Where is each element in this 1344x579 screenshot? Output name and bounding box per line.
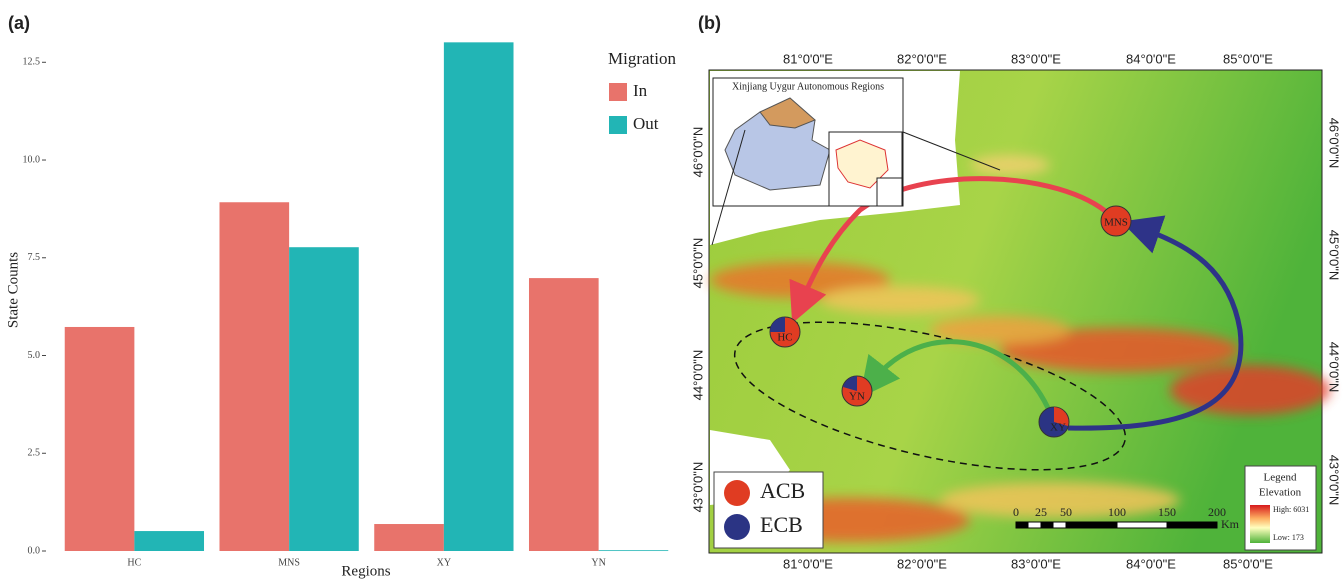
scale-label: 25 xyxy=(1035,505,1047,519)
legend-label: Out xyxy=(633,114,659,133)
lat-label: 43°0'0"N xyxy=(690,462,705,513)
site-HC: HC xyxy=(770,317,800,347)
legend-label: ECB xyxy=(760,512,803,537)
lon-label: 81°0'0"E xyxy=(783,51,833,66)
x-tick-label: YN xyxy=(591,557,605,568)
china-inset-sea xyxy=(877,178,902,206)
scale-label: 150 xyxy=(1158,505,1176,519)
scale-label: 50 xyxy=(1060,505,1072,519)
elevation-low: Low: 173 xyxy=(1273,533,1304,542)
lat-label: 46°0'0"N xyxy=(690,127,705,178)
y-axis-title: State Counts xyxy=(5,252,21,328)
site-MNS: MNS xyxy=(1101,206,1131,236)
legend-swatch xyxy=(609,116,627,134)
legend-label: ACB xyxy=(760,478,805,503)
lat-label: 44°0'0"N xyxy=(690,350,705,401)
elevation-ramp xyxy=(1250,505,1270,543)
legend-label: In xyxy=(633,81,648,100)
scale-label: 0 xyxy=(1013,505,1019,519)
y-tick-label: 7.5 xyxy=(28,252,41,263)
bar xyxy=(529,278,599,551)
panel-label: (b) xyxy=(698,13,721,33)
x-tick-label: XY xyxy=(437,557,451,568)
inset-title: Xinjiang Uygur Autonomous Regions xyxy=(732,81,884,92)
site-label: HC xyxy=(777,332,792,344)
lon-label: 81°0'0"E xyxy=(783,556,833,571)
lon-label: 83°0'0"E xyxy=(1011,51,1061,66)
legend-title: Migration xyxy=(608,49,676,68)
y-tick-label: 2.5 xyxy=(28,448,41,459)
panel-label: (a) xyxy=(8,13,30,33)
scale-unit: Km xyxy=(1221,517,1240,531)
x-tick-label: HC xyxy=(127,557,141,568)
lat-label: 45°0'0"N xyxy=(1327,230,1342,281)
lon-label: 84°0'0"E xyxy=(1126,51,1176,66)
site-label: MNS xyxy=(1104,217,1128,229)
y-tick-label: 10.0 xyxy=(23,154,41,165)
bar xyxy=(65,327,135,551)
scale-bar xyxy=(1016,522,1217,528)
bar xyxy=(289,247,359,551)
figure: (a) Regions State Counts Migration 0.0 2.… xyxy=(0,0,1344,579)
lon-label: 83°0'0"E xyxy=(1011,556,1061,571)
site-label: XY xyxy=(1050,422,1066,434)
map: MNS HC YN XY Xinjiang Uygur Autonomous R… xyxy=(690,51,1341,571)
site-YN: YN xyxy=(842,376,872,406)
lat-label: 43°0'0"N xyxy=(1327,455,1342,506)
lon-label: 84°0'0"E xyxy=(1126,556,1176,571)
y-tick-label: 12.5 xyxy=(23,57,41,68)
lat-label: 45°0'0"N xyxy=(690,238,705,289)
lat-label: 46°0'0"N xyxy=(1327,118,1342,169)
bar-chart: 0.0 2.5 5.0 7.5 10.0 12.5 HC MNS XY YN In Out xyxy=(23,42,669,568)
lon-label: 82°0'0"E xyxy=(897,556,947,571)
y-tick-label: 5.0 xyxy=(28,350,41,361)
legend-swatch xyxy=(609,83,627,101)
x-axis-title: Regions xyxy=(341,563,390,579)
bar xyxy=(444,42,514,551)
lon-label: 85°0'0"E xyxy=(1223,556,1273,571)
lon-label: 85°0'0"E xyxy=(1223,51,1273,66)
y-tick-label: 0.0 xyxy=(28,545,41,556)
bar xyxy=(599,550,669,551)
legend-swatch xyxy=(724,480,750,506)
scale-label: 100 xyxy=(1108,505,1126,519)
elevation-high: High: 6031 xyxy=(1273,505,1309,514)
legend-swatch xyxy=(724,514,750,540)
site-label: YN xyxy=(849,391,865,403)
lon-label: 82°0'0"E xyxy=(897,51,947,66)
lat-label: 44°0'0"N xyxy=(1327,342,1342,393)
elevation-legend-subtitle: Elevation xyxy=(1259,487,1302,499)
bar xyxy=(219,202,289,551)
bar xyxy=(374,524,444,551)
site-XY: XY xyxy=(1039,407,1069,437)
elevation-legend-title: Legend xyxy=(1264,472,1297,484)
x-tick-label: MNS xyxy=(278,557,300,568)
bar xyxy=(134,531,204,551)
